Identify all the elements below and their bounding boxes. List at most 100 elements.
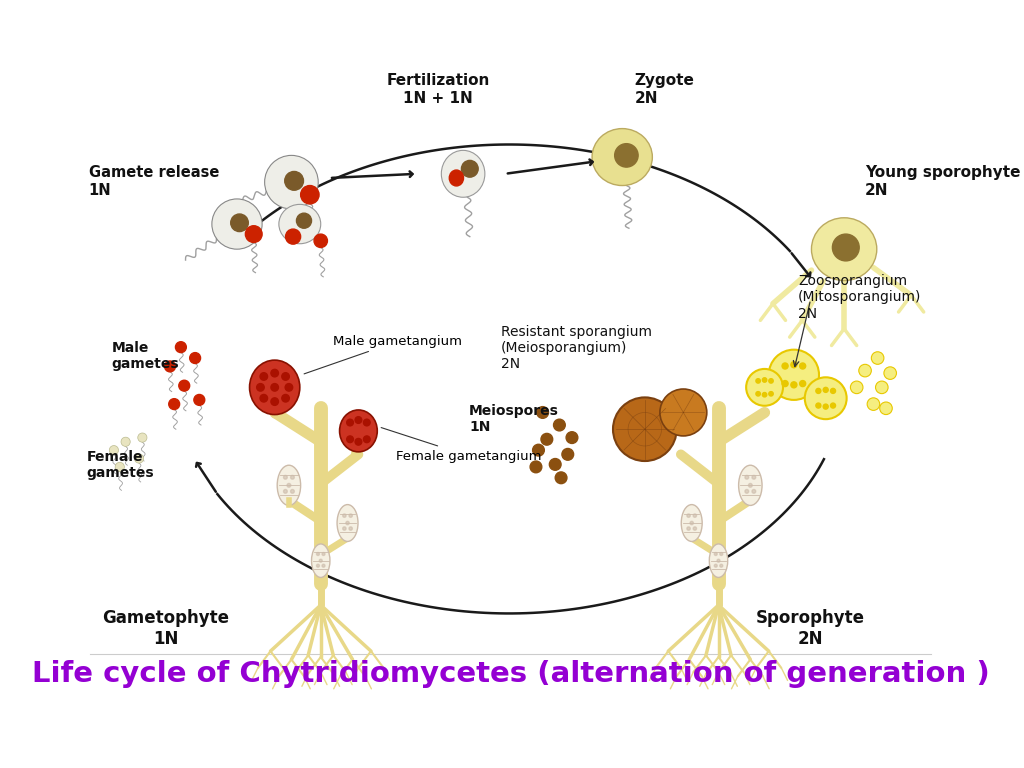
Circle shape: [867, 398, 880, 410]
Circle shape: [613, 397, 677, 461]
Circle shape: [693, 527, 696, 530]
Circle shape: [271, 369, 279, 377]
Ellipse shape: [811, 218, 877, 280]
Circle shape: [121, 437, 130, 446]
Circle shape: [762, 392, 767, 397]
Circle shape: [746, 369, 783, 406]
Text: Resistant sporangium
(Meiosporangium)
2N: Resistant sporangium (Meiosporangium) 2N: [501, 325, 652, 371]
Circle shape: [752, 489, 756, 493]
Ellipse shape: [592, 128, 652, 186]
Circle shape: [816, 403, 821, 408]
Circle shape: [782, 381, 788, 386]
Circle shape: [744, 489, 749, 493]
Circle shape: [833, 234, 859, 261]
Circle shape: [246, 226, 262, 243]
Circle shape: [316, 564, 319, 568]
Ellipse shape: [738, 465, 762, 505]
Circle shape: [859, 364, 871, 377]
Circle shape: [343, 514, 346, 518]
Circle shape: [115, 462, 124, 472]
Circle shape: [138, 433, 147, 442]
Circle shape: [791, 362, 797, 368]
Circle shape: [364, 419, 370, 426]
Circle shape: [301, 186, 319, 204]
Ellipse shape: [681, 505, 702, 541]
Ellipse shape: [441, 151, 485, 197]
Circle shape: [230, 214, 248, 232]
Circle shape: [823, 404, 828, 409]
Circle shape: [800, 363, 806, 369]
Circle shape: [322, 552, 325, 555]
Text: Male gametangium: Male gametangium: [304, 335, 462, 374]
Ellipse shape: [250, 360, 300, 415]
Circle shape: [179, 380, 189, 391]
Circle shape: [769, 379, 773, 383]
Text: Zygote
2N: Zygote 2N: [635, 73, 694, 106]
Ellipse shape: [337, 505, 358, 541]
Circle shape: [284, 475, 288, 479]
Circle shape: [316, 552, 319, 555]
Circle shape: [715, 564, 717, 568]
Circle shape: [541, 433, 553, 445]
Circle shape: [291, 475, 294, 479]
Text: Fertilization
1N + 1N: Fertilization 1N + 1N: [386, 73, 489, 106]
Circle shape: [566, 432, 578, 443]
Circle shape: [876, 381, 888, 394]
Circle shape: [282, 395, 290, 402]
Circle shape: [850, 381, 863, 394]
Text: Sporophyte
2N: Sporophyte 2N: [756, 609, 865, 648]
Circle shape: [554, 419, 565, 431]
Circle shape: [297, 214, 311, 228]
Circle shape: [347, 419, 353, 426]
Circle shape: [260, 372, 267, 380]
Circle shape: [319, 559, 323, 562]
Circle shape: [769, 392, 773, 396]
Circle shape: [134, 454, 143, 463]
Text: Gamete release
1N: Gamete release 1N: [89, 165, 219, 198]
Ellipse shape: [279, 204, 321, 243]
Circle shape: [791, 382, 797, 388]
Circle shape: [271, 383, 279, 391]
Circle shape: [346, 521, 349, 525]
Circle shape: [537, 406, 549, 419]
Circle shape: [752, 475, 756, 479]
Text: Zoosporangium
(Mitosporangium)
2N: Zoosporangium (Mitosporangium) 2N: [798, 274, 922, 321]
Ellipse shape: [340, 410, 377, 452]
Circle shape: [349, 527, 352, 530]
Circle shape: [715, 552, 717, 555]
Text: Young sporophyte
2N: Young sporophyte 2N: [865, 165, 1021, 198]
Circle shape: [800, 381, 806, 386]
Circle shape: [347, 436, 353, 442]
Circle shape: [175, 342, 186, 353]
Circle shape: [805, 377, 847, 419]
Circle shape: [884, 367, 896, 379]
Circle shape: [871, 352, 884, 364]
Circle shape: [830, 389, 836, 393]
Circle shape: [756, 379, 761, 383]
Circle shape: [720, 552, 723, 555]
Ellipse shape: [450, 170, 464, 186]
Circle shape: [264, 155, 318, 209]
Circle shape: [291, 489, 294, 493]
Circle shape: [169, 399, 179, 409]
Circle shape: [555, 472, 567, 484]
Circle shape: [284, 489, 288, 493]
Circle shape: [762, 378, 767, 382]
Circle shape: [364, 436, 370, 442]
Circle shape: [693, 514, 696, 518]
Circle shape: [744, 475, 749, 479]
Circle shape: [687, 514, 690, 518]
Circle shape: [349, 514, 352, 518]
Circle shape: [271, 398, 279, 406]
Circle shape: [769, 349, 819, 400]
Circle shape: [314, 234, 328, 247]
Text: Meiospores
1N: Meiospores 1N: [469, 404, 559, 434]
Circle shape: [830, 403, 836, 408]
Circle shape: [782, 363, 788, 369]
Ellipse shape: [710, 544, 728, 578]
Circle shape: [532, 445, 545, 456]
Circle shape: [880, 402, 892, 415]
Circle shape: [260, 395, 267, 402]
Circle shape: [659, 389, 707, 436]
Circle shape: [194, 395, 205, 406]
